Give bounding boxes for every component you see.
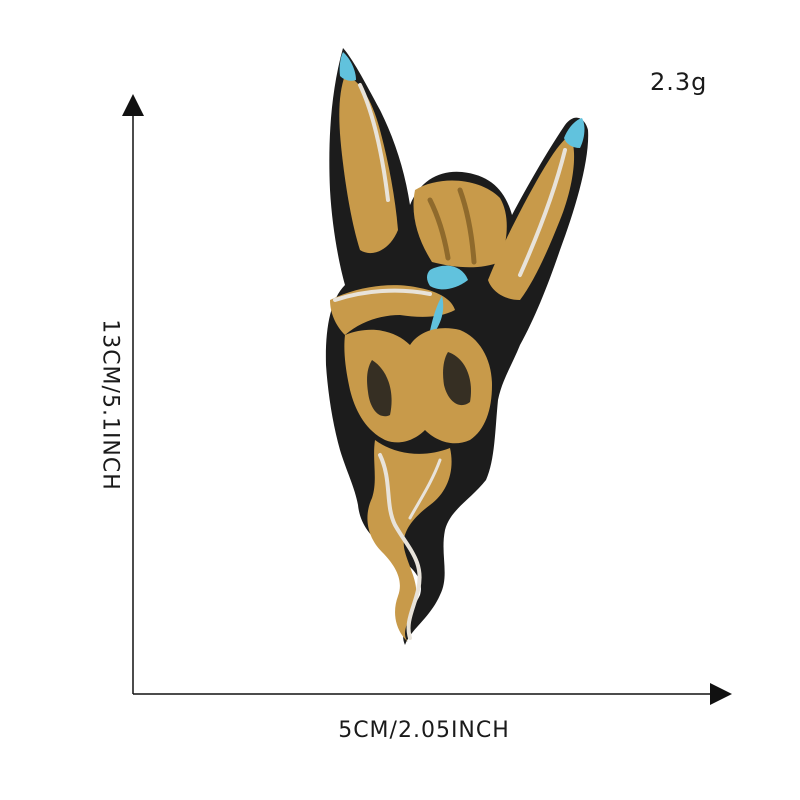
thumb-nail: [427, 265, 468, 290]
folded-fingers: [413, 180, 507, 268]
width-dimension-label: 5CM/2.05INCH: [338, 718, 510, 743]
thumb: [330, 285, 455, 335]
folded-fingers-crease: [427, 187, 477, 265]
palm-shadow-right: [443, 352, 472, 406]
height-axis-arrowhead: [122, 94, 144, 116]
pinky-finger-highlight: [518, 148, 567, 277]
index-nail: [339, 52, 356, 81]
weight-label: 2.3g: [650, 68, 708, 96]
palm-shadow-left: [367, 360, 392, 417]
index-finger: [339, 75, 398, 254]
index-finger-highlight: [358, 83, 390, 202]
width-axis-arrowhead: [710, 683, 732, 705]
nail-tip-accent: [428, 296, 444, 340]
tail-highlight-2: [408, 458, 442, 520]
thumb-highlight: [333, 288, 432, 302]
pinky-nail: [564, 118, 585, 148]
height-dimension-label: 13CM/5.1INCH: [97, 319, 123, 491]
tail-highlight: [378, 453, 422, 640]
pinky-finger: [488, 135, 575, 300]
